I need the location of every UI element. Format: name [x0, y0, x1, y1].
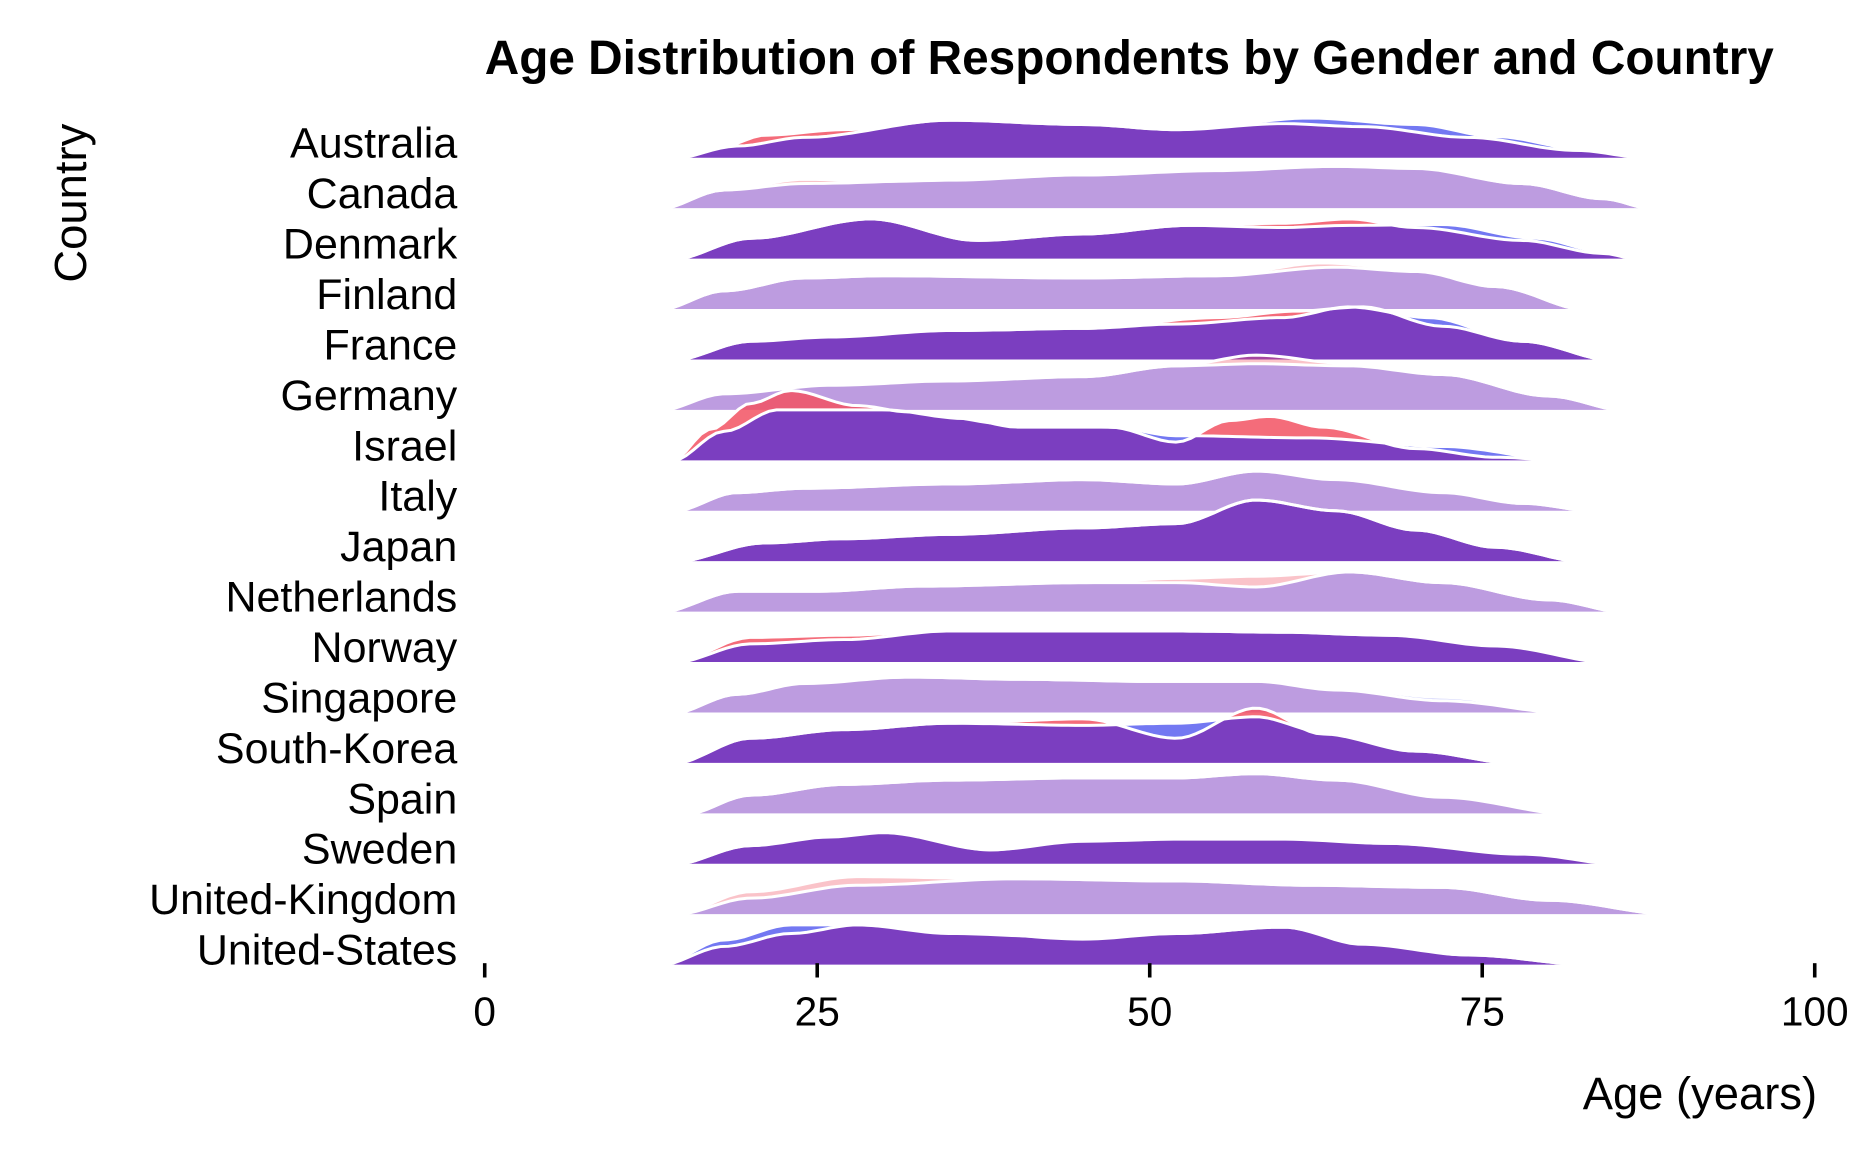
- male-density-outline: [684, 772, 1576, 817]
- male-density-outline: [657, 362, 1629, 413]
- overlap-density-area: [657, 572, 1629, 613]
- y-axis-title: Country: [45, 123, 96, 282]
- ridge-united-states: [657, 923, 1602, 968]
- country-label: Germany: [281, 372, 458, 420]
- male-density-outline: [657, 923, 1602, 968]
- overlap-density-area: [684, 773, 1576, 815]
- ridge-south-korea: [670, 706, 1523, 766]
- male-density-outline: [657, 164, 1656, 211]
- country-label: Israel: [352, 422, 457, 470]
- ridge-denmark: [670, 217, 1643, 262]
- country-label: Spain: [347, 775, 457, 823]
- x-tick-label: 75: [1460, 988, 1505, 1034]
- ridge-japan: [670, 498, 1589, 564]
- ridge-germany: [657, 353, 1629, 413]
- overlap-density-area: [657, 925, 1602, 966]
- male-density-outline: [670, 877, 1682, 917]
- male-density-outline: [670, 715, 1523, 766]
- overlap-density-area: [657, 166, 1656, 210]
- x-tick-label: 0: [473, 988, 496, 1034]
- country-label: Sweden: [302, 826, 457, 874]
- ridge-netherlands: [657, 570, 1629, 615]
- male-density-outline: [670, 408, 1576, 464]
- male-density-outline: [670, 217, 1643, 262]
- country-label: Japan: [340, 523, 457, 571]
- ridge-united-kingdom: [670, 875, 1682, 917]
- overlap-density-area: [657, 363, 1629, 412]
- ridges-layer: [657, 116, 1682, 968]
- chart-title: Age Distribution of Respondents by Gende…: [485, 32, 1775, 85]
- overlap-density-area: [670, 219, 1642, 260]
- male-density-outline: [670, 498, 1589, 564]
- country-label: Australia: [290, 120, 457, 168]
- country-label: Norway: [312, 624, 458, 672]
- country-label: France: [323, 321, 457, 369]
- male-density-outline: [670, 116, 1656, 161]
- male-density-outline: [670, 469, 1603, 514]
- country-label: Finland: [316, 271, 457, 319]
- ridge-singapore: [670, 675, 1576, 716]
- country-label: United-Kingdom: [149, 876, 457, 924]
- ridge-israel: [670, 389, 1576, 464]
- ridge-finland: [657, 261, 1589, 312]
- country-label: Italy: [378, 473, 457, 521]
- x-tick-label: 100: [1781, 988, 1849, 1034]
- overlap-density-area: [670, 630, 1616, 664]
- ridge-australia: [670, 116, 1656, 161]
- male-density-outline: [670, 831, 1629, 867]
- male-density-outline: [657, 570, 1629, 615]
- ridge-sweden: [670, 829, 1629, 867]
- male-density-outline: [670, 629, 1616, 665]
- ridge-spain: [684, 772, 1576, 817]
- x-tick-label: 50: [1127, 988, 1172, 1034]
- x-axis-title: Age (years): [1583, 1068, 1817, 1119]
- male-density-outline: [670, 675, 1576, 716]
- male-density-outline: [670, 305, 1616, 363]
- category-labels: AustraliaCanadaDenmarkFinlandFranceGerma…: [149, 120, 458, 975]
- country-label: South-Korea: [216, 725, 457, 773]
- overlap-density-area: [670, 307, 1616, 361]
- ridge-canada: [657, 164, 1656, 211]
- x-tick-label: 25: [795, 988, 840, 1034]
- ridge-italy: [670, 469, 1603, 514]
- country-label: United-States: [197, 927, 457, 975]
- overlap-density-area: [670, 409, 1576, 462]
- country-label: Netherlands: [225, 574, 457, 622]
- country-label: Singapore: [261, 674, 457, 722]
- overlap-density-area: [670, 120, 1656, 159]
- country-label: Canada: [307, 170, 458, 218]
- ridge-norway: [670, 629, 1616, 665]
- x-axis: 0 25 50 75 100: [473, 963, 1849, 1034]
- ridge-france: [670, 305, 1616, 363]
- male-density-outline: [657, 265, 1589, 312]
- overlap-density-area: [670, 677, 1576, 714]
- overlap-density-area: [670, 832, 1629, 865]
- overlap-density-area: [657, 267, 1589, 311]
- overlap-density-area: [670, 471, 1602, 512]
- country-label: Denmark: [283, 221, 458, 269]
